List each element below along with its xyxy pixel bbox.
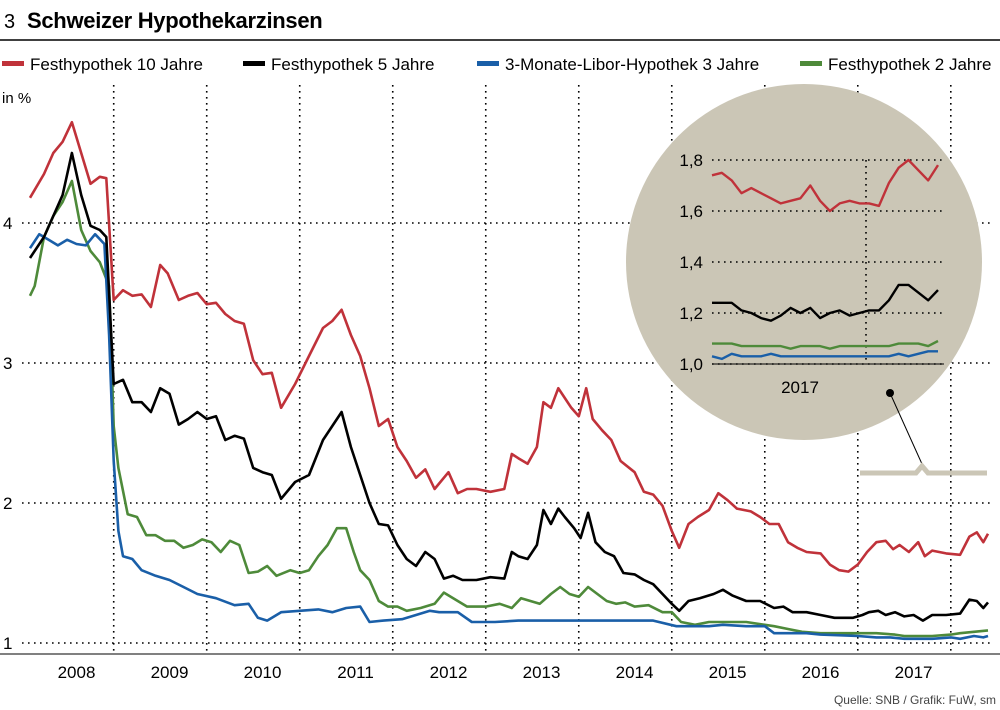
inset-series-line-green [712, 339, 939, 350]
main-y-tick-label: 4 [3, 214, 12, 233]
main-x-tick-label: 2013 [523, 663, 561, 682]
chart-title: Schweizer Hypothekarzinsen [27, 8, 322, 33]
legend-label-5y: Festhypothek 5 Jahre [271, 55, 434, 74]
inset-circle-background [626, 84, 982, 440]
main-x-tick-label: 2014 [616, 663, 654, 682]
main-x-tick-label: 2008 [58, 663, 96, 682]
inset-range-bracket [860, 462, 987, 476]
inset-zoom: 1,0 1,2 1,4 1,6 1,8 2017 [626, 84, 987, 476]
main-y-tick-label: 1 [3, 634, 12, 653]
main-x-tick-label: 2009 [151, 663, 189, 682]
inset-y-tick-labels: 1,0 1,2 1,4 1,6 1,8 [679, 151, 703, 374]
legend-label-10y: Festhypothek 10 Jahre [30, 55, 203, 74]
inset-series-line-red [711, 158, 940, 213]
main-y-tick-label: 2 [3, 494, 12, 513]
legend: Festhypothek 10 Jahre Festhypothek 5 Jah… [2, 55, 991, 74]
inset-y-tick-label: 1,2 [679, 304, 703, 323]
legend-label-libor: 3-Monate-Libor-Hypothek 3 Jahre [505, 55, 759, 74]
main-series-lines [28, 120, 990, 641]
legend-swatch-red [2, 61, 24, 66]
inset-x-tick-label: 2017 [781, 378, 819, 397]
inset-series-lines [711, 158, 940, 361]
series-line-blue [28, 232, 989, 641]
series-line-green [28, 179, 989, 638]
figure-number: 3 [4, 11, 15, 33]
inset-y-tick-label: 1,0 [679, 355, 703, 374]
main-x-tick-label: 2011 [337, 663, 374, 682]
legend-swatch-black [243, 61, 265, 66]
main-y-tick-labels: 1 2 3 4 [3, 214, 12, 653]
main-x-tick-label: 2010 [244, 663, 282, 682]
inset-y-tick-label: 1,6 [679, 202, 703, 221]
main-x-tick-label: 2012 [430, 663, 468, 682]
inset-grid [712, 159, 944, 365]
y-axis-unit-label: in % [2, 90, 31, 107]
inset-pointer-line [889, 392, 923, 465]
inset-series-line-black [712, 283, 939, 322]
series-line-red [28, 120, 990, 573]
inset-y-tick-label: 1,4 [679, 253, 703, 272]
source-credit: Quelle: SNB / Grafik: FuW, sm [834, 693, 996, 707]
main-x-tick-label: 2017 [895, 663, 933, 682]
main-x-tick-label: 2015 [709, 663, 747, 682]
main-grid [22, 85, 990, 654]
inset-series-line-blue [711, 350, 938, 361]
main-y-tick-label: 3 [3, 354, 12, 373]
legend-swatch-green [800, 61, 822, 66]
main-x-tick-labels: 2008 2009 2010 2011 2012 2013 2014 2015 2016 2017 [58, 663, 933, 682]
legend-label-2y: Festhypothek 2 Jahre [828, 55, 991, 74]
main-x-tick-label: 2016 [802, 663, 840, 682]
inset-y-tick-label: 1,8 [679, 151, 703, 170]
legend-swatch-blue [477, 61, 499, 66]
series-line-black [28, 151, 989, 622]
